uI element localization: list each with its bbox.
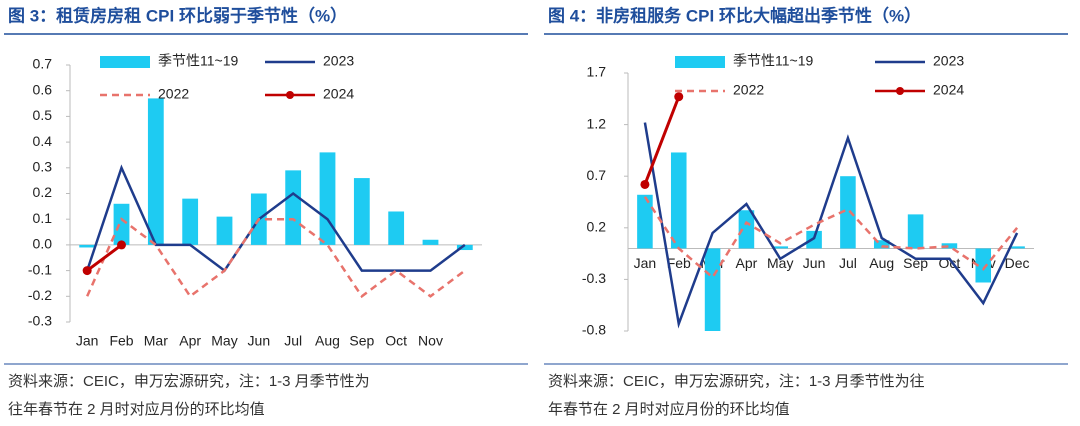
line-marker [117, 240, 126, 250]
bar [670, 152, 687, 249]
x-tick-label: Aug [315, 333, 340, 349]
bar [1009, 246, 1025, 249]
bar [456, 244, 473, 251]
x-tick-label: Dec [1005, 255, 1030, 271]
line-series [86, 243, 123, 272]
y-tick-label: 0.2 [587, 219, 607, 235]
line-series [643, 122, 1019, 329]
bar [353, 178, 370, 245]
y-tick-label: 0.7 [587, 167, 607, 183]
legend-label: 2023 [933, 53, 964, 69]
x-tick-label: Mar [144, 333, 168, 349]
x-tick-label: Jul [284, 333, 302, 349]
legend-label: 季节性11~19 [158, 53, 238, 69]
bar [941, 243, 958, 249]
x-tick-label: Jun [803, 255, 826, 271]
x-tick-label: Apr [736, 255, 758, 271]
y-tick-label: -0.2 [28, 287, 52, 303]
bar [738, 210, 755, 249]
line-marker [674, 92, 684, 102]
line-series [643, 96, 681, 185]
bar [772, 246, 789, 249]
y-tick-label: 0.6 [33, 81, 53, 97]
source-note: 往年春节在 2 月时对应月份的环比均值 [8, 400, 265, 418]
bar [147, 98, 164, 245]
bar [319, 152, 336, 245]
bar [873, 240, 890, 249]
y-tick-label: 0.7 [33, 56, 53, 72]
y-tick-label: -0.3 [28, 313, 52, 329]
y-tick-label: -0.3 [582, 270, 606, 286]
bar [216, 216, 233, 245]
legend-label: 季节性11~19 [733, 53, 813, 69]
x-tick-label: Jan [634, 255, 657, 271]
x-tick-label: Oct [385, 333, 407, 349]
y-tick-label: 0.2 [33, 184, 53, 200]
y-tick-label: 0.1 [33, 210, 53, 226]
legend-marker [286, 91, 294, 99]
legend-swatch [675, 56, 725, 68]
x-tick-label: Feb [667, 255, 691, 271]
y-tick-label: 0.4 [33, 133, 53, 149]
bar [113, 203, 130, 245]
legend-swatch [100, 56, 150, 68]
source-note: 年春节在 2 月时对应月份的环比均值 [548, 400, 790, 418]
x-tick-label: Feb [109, 333, 133, 349]
x-tick-label: Jul [839, 255, 857, 271]
x-tick-label: Aug [869, 255, 894, 271]
x-tick-label: Nov [418, 333, 443, 349]
legend-label: 2023 [323, 53, 354, 69]
source-note: 资料来源：CEIC，申万宏源研究，注：1-3 月季节性为 [8, 373, 370, 390]
y-tick-label: -0.1 [28, 261, 52, 277]
legend-label: 2024 [933, 82, 964, 98]
legend-marker [896, 87, 904, 95]
line-series [85, 164, 466, 273]
line-series [86, 217, 466, 299]
chart-title: 图 4：非房租服务 CPI 环比大幅超出季节性（%） [548, 5, 921, 25]
legend-label: 2024 [323, 86, 354, 102]
bar [79, 244, 96, 248]
bar [285, 170, 302, 245]
bar [422, 239, 439, 245]
chart-title: 图 3：租赁房房租 CPI 环比弱于季节性（%） [8, 5, 347, 25]
line-series [643, 196, 1019, 280]
bar [806, 230, 822, 249]
line-marker [640, 179, 650, 189]
line-marker [82, 266, 92, 276]
x-tick-label: Sep [349, 333, 374, 349]
legend-label: 2022 [158, 86, 189, 102]
bar [907, 214, 924, 249]
y-tick-label: 0.5 [33, 107, 53, 123]
legend-label: 2022 [733, 82, 764, 98]
y-tick-label: -0.8 [582, 322, 606, 338]
bar [637, 194, 653, 249]
x-tick-label: Jun [248, 333, 271, 349]
bar [388, 211, 405, 245]
y-tick-label: 0.3 [33, 159, 53, 175]
bar [704, 248, 721, 331]
source-note: 资料来源：CEIC，申万宏源研究，注：1-3 月季节性为往 [548, 373, 925, 390]
x-tick-label: May [767, 255, 793, 271]
bar [840, 176, 856, 249]
y-tick-label: 0.0 [33, 236, 53, 252]
x-tick-label: Apr [179, 333, 201, 349]
y-tick-label: 1.2 [587, 115, 607, 131]
x-tick-label: May [211, 333, 237, 349]
bar [975, 248, 992, 283]
bar [182, 198, 199, 245]
x-tick-label: Jan [76, 333, 99, 349]
y-tick-label: 1.7 [587, 64, 607, 80]
